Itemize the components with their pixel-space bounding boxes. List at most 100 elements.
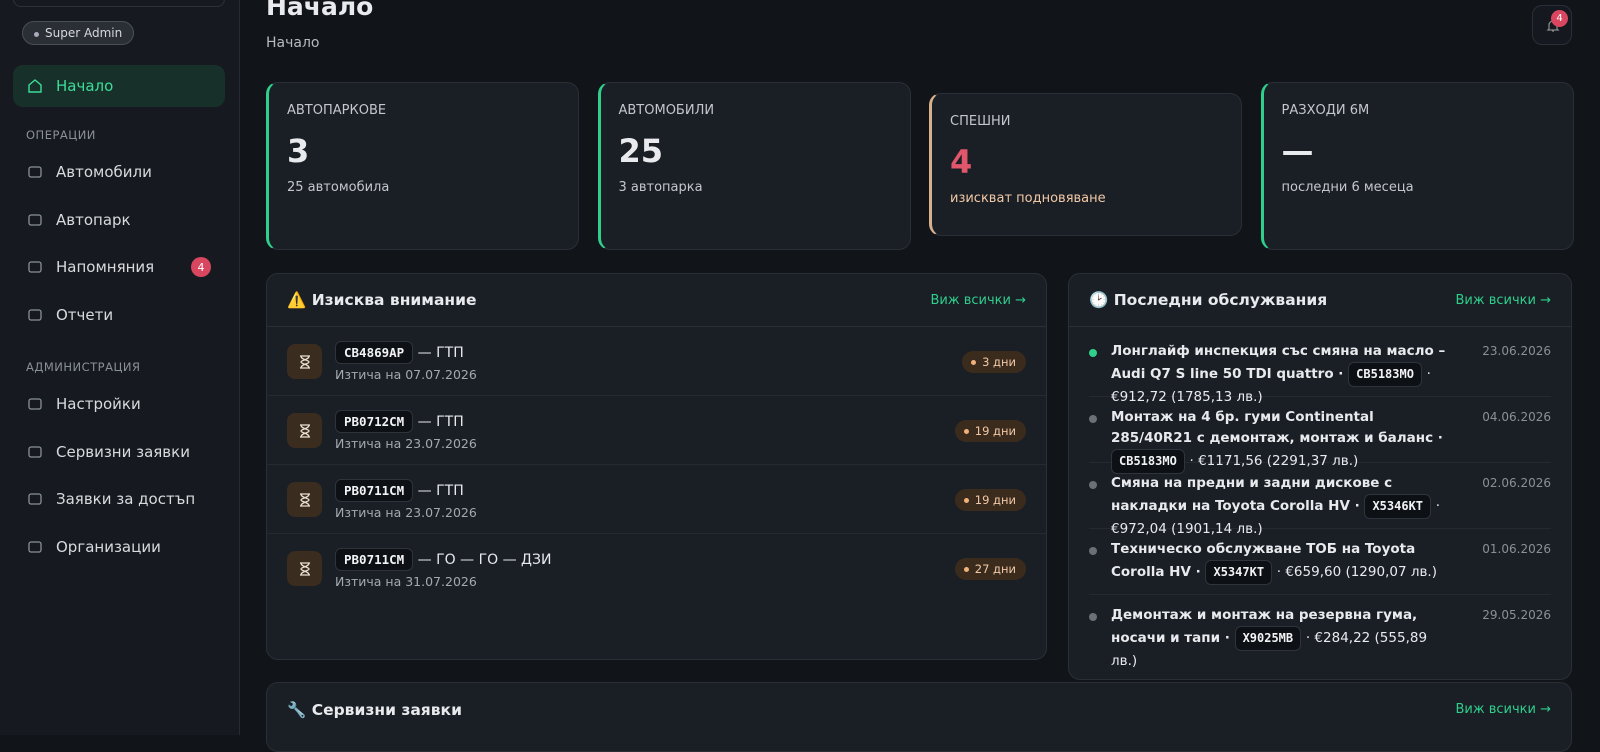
plate: Х5347КТ xyxy=(1205,560,1273,585)
service-text: Монтаж на 4 бр. гуми Continental 285/40R… xyxy=(1111,409,1443,446)
service-cost: · €972,04 (1901,14 лв.) xyxy=(1111,498,1441,537)
attention-row[interactable]: РВ0712СМ — ГТП Изтича на 23.07.2026 19 дни xyxy=(267,396,1046,465)
nav-section-title: АДМИНИСТРАЦИЯ xyxy=(26,360,141,374)
view-all-link[interactable]: Виж всички → xyxy=(1455,702,1551,717)
hourglass-icon xyxy=(287,482,322,517)
nav-item[interactable]: Автопарк xyxy=(13,199,225,241)
view-all-link[interactable]: Виж всички → xyxy=(1455,292,1551,308)
reminder-type: — ГТП xyxy=(417,345,464,361)
attention-row[interactable]: СВ4869АР — ГТП Изтича на 07.07.2026 3 дни xyxy=(267,327,1046,396)
page-title: Начало xyxy=(266,0,374,21)
nav-icon xyxy=(28,540,42,553)
nav-label: Автопарк xyxy=(56,210,131,229)
expiry: Изтича на 23.07.2026 xyxy=(335,436,477,451)
service-text: Смяна на предни и задни дискове с наклад… xyxy=(1111,475,1393,514)
service-cost: · €284,22 (555,89 лв.) xyxy=(1111,630,1428,669)
nav-item[interactable]: Настройки xyxy=(13,383,225,425)
view-all-link[interactable]: Виж всички → xyxy=(930,292,1026,308)
attention-heading: РВ0711СМ — ГТП xyxy=(335,479,464,502)
stat-note: 3 автопарка xyxy=(618,180,703,195)
panel-title: ⚠️ Изисква внимание xyxy=(287,291,477,309)
service-text: Техническо обслужване ТОБ на Toyota Coro… xyxy=(1111,541,1416,580)
service-text: Лонглайф инспекция със смяна на масло – … xyxy=(1111,343,1446,382)
nav-label: Напомняния xyxy=(56,258,155,276)
status-dot xyxy=(1089,349,1097,357)
plate: СВ4869АР xyxy=(335,341,414,364)
service-text: Демонтаж и монтаж на резервна гума, носа… xyxy=(1111,607,1418,646)
status-dot xyxy=(1089,613,1097,621)
nav-section-title: ОПЕРАЦИИ xyxy=(26,128,96,142)
stat-value: 3 xyxy=(287,132,310,170)
service-row[interactable]: Техническо обслужване ТОБ на Toyota Coro… xyxy=(1089,529,1551,595)
reminder-type: — ГТП xyxy=(417,414,464,430)
hourglass-icon xyxy=(287,413,322,448)
service-date: 02.06.2026 xyxy=(1482,476,1551,490)
days-badge: 3 дни xyxy=(962,351,1026,373)
plate: Х5346КТ xyxy=(1364,494,1432,519)
service-row[interactable]: Монтаж на 4 бр. гуми Continental 285/40R… xyxy=(1089,397,1551,474)
status-dot xyxy=(1089,481,1097,489)
service-cost: · €912,72 (1785,13 лв.) xyxy=(1111,366,1431,405)
attention-heading: СВ4869АР — ГТП xyxy=(335,341,464,364)
org-select[interactable] xyxy=(13,0,225,7)
service-row[interactable]: Демонтаж и монтаж на резервна гума, носа… xyxy=(1089,595,1551,669)
plate: СВ5183МО xyxy=(1348,362,1422,387)
expiry: Изтича на 31.07.2026 xyxy=(335,574,477,589)
service-cost: · €1171,56 (2291,37 лв.) xyxy=(1189,453,1359,469)
nav-label: Начало xyxy=(56,77,114,95)
nav-item[interactable]: Сервизни заявки xyxy=(13,431,225,473)
nav-label: Настройки xyxy=(56,395,141,413)
status-dot xyxy=(1089,547,1097,555)
stat-note: последни 6 месеца xyxy=(1281,180,1414,195)
sidebar: Super Admin Начало ОПЕРАЦИИ Автомобили Авт… xyxy=(0,0,240,735)
main: Начало Начало 4 АВТОПАРКОВЕ 3 25 автомобил… xyxy=(240,0,1600,752)
nav-item[interactable]: Напомняния 4 xyxy=(13,246,225,288)
nav-icon xyxy=(28,398,42,410)
stat-label: АВТОПАРКОВЕ xyxy=(287,103,387,118)
service-panel: 🔧 Сервизни заявки Виж всички → xyxy=(266,682,1572,752)
nav-item[interactable]: Организации xyxy=(13,526,225,568)
nav-label: Отчети xyxy=(56,305,114,324)
attention-row[interactable]: РВ0711СМ — ГО — ГО — ДЗИ Изтича на 31.07.… xyxy=(267,534,1046,603)
expiry: Изтича на 23.07.2026 xyxy=(335,505,477,520)
nav-label: Автомобили xyxy=(56,163,152,181)
stat-card: РАЗХОДИ 6М — последни 6 месеца xyxy=(1260,82,1574,250)
recent-panel: 🕑 Последни обслужвания Виж всички → Лонгл… xyxy=(1068,273,1572,680)
service-date: 01.06.2026 xyxy=(1482,542,1551,556)
attention-panel: ⚠️ Изисква внимание Виж всички → СВ4869АР… xyxy=(266,273,1047,660)
hourglass-icon xyxy=(287,551,322,586)
stat-note: изискват подновяване xyxy=(950,191,1106,206)
status-dot xyxy=(1089,415,1097,423)
days-badge: 19 дни xyxy=(954,420,1026,442)
stat-card: АВТОПАРКОВЕ 3 25 автомобила xyxy=(266,82,579,250)
notifications[interactable]: 4 xyxy=(1532,5,1572,45)
panel-title: 🔧 Сервизни заявки xyxy=(287,700,462,719)
nav-home[interactable]: Начало xyxy=(13,65,225,107)
nav-badge: 4 xyxy=(191,257,211,277)
attention-heading: РВ0712СМ — ГТП xyxy=(335,410,464,433)
nav-item[interactable]: Заявки за достъп xyxy=(13,478,225,520)
plate: РВ0711СМ xyxy=(335,479,414,502)
stat-value: 4 xyxy=(950,143,973,181)
attention-heading: РВ0711СМ — ГО — ГО — ДЗИ xyxy=(335,548,551,571)
stat-card: СПЕШНИ 4 изискват подновяване xyxy=(929,93,1242,236)
nav-icon xyxy=(28,308,42,321)
attention-row[interactable]: РВ0711СМ — ГТП Изтича на 23.07.2026 19 дни xyxy=(267,465,1046,534)
role-badge: Super Admin xyxy=(22,21,135,45)
stat-label: АВТОМОБИЛИ xyxy=(618,103,715,118)
service-date: 04.06.2026 xyxy=(1482,410,1551,424)
stat-note: 25 автомобила xyxy=(287,180,390,195)
service-row[interactable]: Смяна на предни и задни дискове с наклад… xyxy=(1089,463,1551,537)
nav-icon xyxy=(28,261,42,273)
nav-item[interactable]: Автомобили xyxy=(13,151,225,193)
plate: РВ0711СМ xyxy=(335,548,414,571)
stat-label: РАЗХОДИ 6М xyxy=(1281,103,1370,118)
nav-item[interactable]: Отчети xyxy=(13,294,225,336)
home-icon xyxy=(28,79,42,93)
nav-icon xyxy=(28,213,42,226)
stat-card: АВТОМОБИЛИ 25 3 автопарка xyxy=(597,82,911,250)
service-row[interactable]: Лонглайф инспекция със смяна на масло – … xyxy=(1089,331,1551,405)
panel-title: 🕑 Последни обслужвания xyxy=(1089,291,1328,309)
service-cost: · €659,60 (1290,07 лв.) xyxy=(1276,564,1437,580)
